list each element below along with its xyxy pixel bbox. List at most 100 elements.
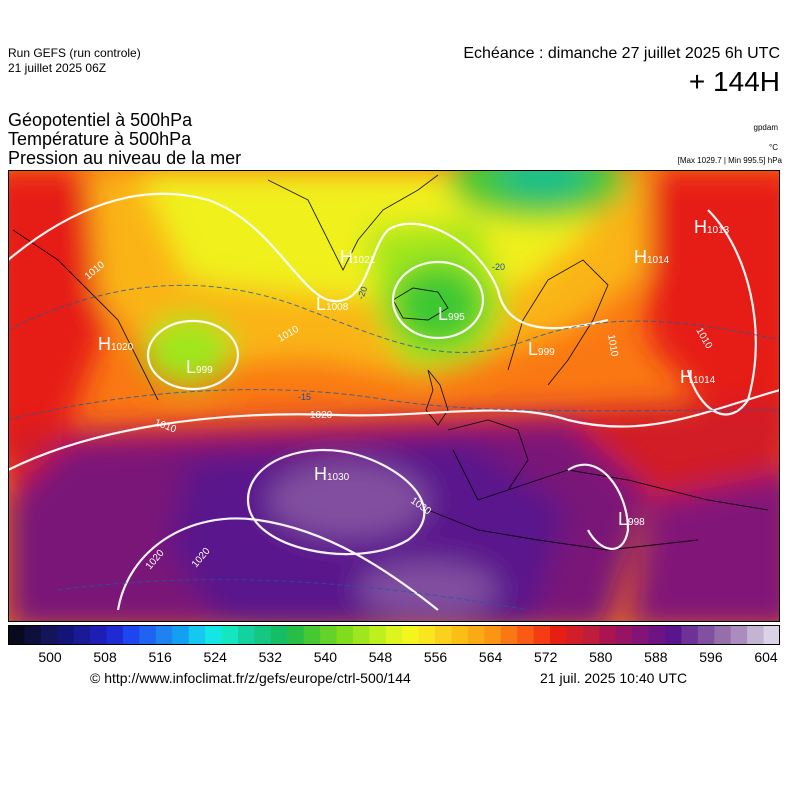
generation-timestamp: 21 juil. 2025 10:40 UTC (540, 670, 688, 686)
isobar-low-999-west (146, 319, 240, 391)
valid-time: Echéance : dimanche 27 juillet 2025 6h U… (463, 45, 780, 62)
field-pressure: Pression au niveau de la mer (8, 148, 242, 168)
scandinavia-coast (507, 259, 609, 386)
colorbar-swatch (172, 625, 190, 645)
colorbar-swatch (418, 625, 436, 645)
colorbar-swatch (139, 625, 157, 645)
unit-temperature: °C (769, 143, 778, 152)
colorbar-swatch (122, 625, 141, 645)
colorbar-swatch (73, 625, 91, 645)
colorbar-swatch (632, 625, 650, 645)
isobars (8, 192, 780, 611)
system-marker: H1021 (340, 247, 376, 267)
europe-coast (447, 419, 529, 501)
field-purple-east (629, 473, 780, 622)
colorbar-tick-label: 532 (258, 649, 282, 665)
colorbar-swatch (550, 625, 568, 645)
britain-coast (425, 369, 449, 426)
isobar-east-low (567, 463, 630, 551)
system-marker: H1014 (634, 247, 670, 267)
colorbar-swatch (681, 625, 699, 645)
system-marker: L1008 (316, 294, 349, 314)
colorbar-swatch (106, 625, 124, 645)
source-url: © http://www.infoclimat.fr/z/gefs/europe… (90, 670, 411, 686)
colorbar-swatch (648, 625, 666, 645)
colorbar-swatch (90, 625, 108, 645)
colorbar-tick-label: 588 (644, 649, 668, 665)
system-marker: L998 (618, 509, 645, 529)
temperature-label: -15 (298, 392, 311, 402)
isobar-1020-central (8, 388, 780, 471)
isobar-east (686, 209, 757, 416)
colorbar-tick-label: 604 (754, 649, 778, 665)
isobar-1030-high (246, 448, 426, 556)
colorbar-swatch (763, 625, 780, 645)
greenland-coast (267, 174, 439, 272)
run-date: 21 juillet 2025 06Z (8, 61, 107, 75)
temperature-label: -20 (355, 285, 369, 301)
system-marker: L999 (528, 339, 555, 359)
isotherm-3 (57, 579, 529, 611)
isobar-label: 1020 (310, 410, 333, 421)
colorbar-swatch (517, 625, 535, 645)
isobar-label: 1010 (605, 334, 620, 358)
isotherm-1 (8, 284, 780, 353)
field-violet-south (358, 562, 498, 618)
run-title: Run GEFS (run controle) (8, 46, 141, 60)
colorbar-swatch (221, 625, 239, 645)
colorbar-tick-label: 580 (589, 649, 613, 665)
africa-coast (427, 509, 699, 551)
isobar-1020-south (116, 517, 439, 611)
colorbar-swatch (57, 625, 75, 645)
colorbar-swatch (402, 625, 420, 645)
colorbar-swatch (697, 625, 715, 645)
mediterranean-coast (507, 469, 769, 511)
colorbar-tick-label: 548 (368, 649, 393, 665)
colorbar-tick-label: 500 (38, 649, 62, 665)
system-marker: H1030 (314, 464, 350, 484)
colorbar-tick-label: 540 (313, 649, 338, 665)
colorbar-swatch (320, 625, 338, 645)
map-border (8, 170, 780, 622)
colorbar-swatch (435, 625, 453, 645)
colorbar-swatch (599, 625, 617, 645)
colorbar-swatch (237, 625, 255, 645)
colorbar-swatch (467, 625, 485, 645)
colorbar-swatch (747, 625, 765, 645)
pressure-system-labels: H1020 L999 L1008 H1021 L995 L999 H1013 H… (98, 217, 730, 529)
colorbar-swatch (352, 625, 370, 645)
colorbar-tick-label: 564 (478, 649, 503, 665)
colorbar-swatch (451, 625, 469, 645)
temperature-labels: -20 -20 -15 (298, 262, 505, 402)
colorbar-swatch (582, 625, 600, 645)
colorbar-tick-label: 572 (534, 649, 558, 665)
colorbar-swatch (188, 625, 206, 645)
colorbar-tick-label: 596 (699, 649, 723, 665)
isotherm-2 (8, 389, 780, 421)
colorbar-tick-label: 524 (203, 649, 227, 665)
colorbar-tick-label: 556 (423, 649, 448, 665)
colorbar-tick-label: 516 (148, 649, 172, 665)
colorbar-swatch (730, 625, 748, 645)
system-marker: H1013 (694, 217, 730, 237)
unit-geopotential: gpdam (753, 123, 778, 132)
colorbar-swatch (615, 625, 633, 645)
colorbar-swatches (8, 625, 780, 645)
colorbar-swatch (155, 625, 173, 645)
field-teal-north (498, 170, 588, 197)
iceland-coast (392, 287, 449, 321)
field-violet-core (268, 462, 428, 538)
colorbar-swatch (500, 625, 518, 645)
labrador-coast (12, 229, 159, 401)
colorbar-swatch (40, 625, 58, 645)
coastlines (12, 174, 769, 551)
system-marker: H1020 (98, 334, 134, 354)
colorbar-swatch (336, 625, 354, 645)
lead-time: + 144H (688, 66, 780, 97)
isobar-low-995 (391, 260, 485, 340)
colorbar-swatch (24, 625, 42, 645)
colorbar-swatch (270, 625, 288, 645)
colorbar-swatch (665, 625, 683, 645)
unit-pressure-range: [Max 1029.7 | Min 995.5] hPa (677, 156, 782, 165)
colorbar-swatch (254, 625, 272, 645)
